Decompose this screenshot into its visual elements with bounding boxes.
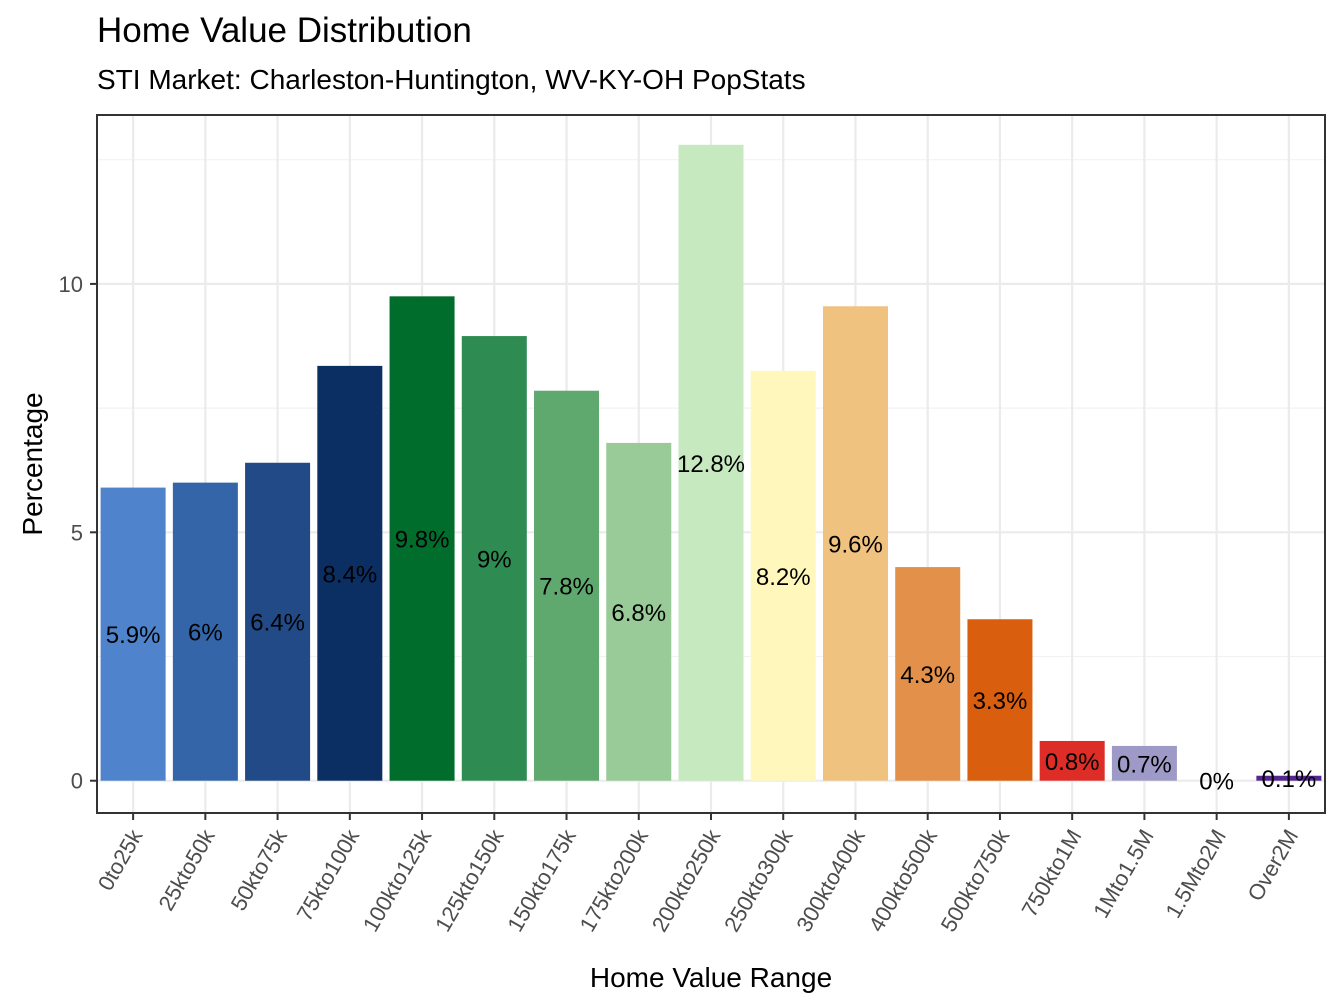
x-tick-label-1.5Mto2M: 1.5Mto2M <box>1160 825 1231 922</box>
bar-400kto500k <box>895 567 961 781</box>
x-tick-label-150kto175k: 150kto175k <box>502 824 581 936</box>
bar-label-750kto1M: 0.8% <box>1045 749 1100 776</box>
bar-label-400kto500k: 4.3% <box>900 662 955 689</box>
bar-Over2M <box>1256 775 1322 781</box>
y-axis-title: Percentage <box>17 392 48 535</box>
x-tick-label-500kto750k: 500kto750k <box>936 824 1015 936</box>
x-tick-label-1Mto1.5M: 1Mto1.5M <box>1088 825 1159 922</box>
bar-label-75kto100k: 8.4% <box>322 561 377 588</box>
bar-250kto300k <box>750 370 816 781</box>
bar-label-1.5Mto2M: 0% <box>1199 769 1234 796</box>
x-tick-label-250kto300k: 250kto300k <box>719 824 798 936</box>
bar-label-500kto750k: 3.3% <box>973 688 1028 715</box>
y-tick-label: 10 <box>59 272 83 297</box>
x-tick-label-50kto75k: 50kto75k <box>226 824 293 915</box>
x-tick-label-Over2M: Over2M <box>1242 825 1303 905</box>
bar-label-1Mto1.5M: 0.7% <box>1117 751 1172 778</box>
bar-label-300kto400k: 9.6% <box>828 531 883 558</box>
bar-750kto1M <box>1039 740 1105 781</box>
bar-label-175kto200k: 6.8% <box>611 600 666 627</box>
bar-label-Over2M: 0.1% <box>1262 766 1317 793</box>
x-tick-label-0to25k: 0to25k <box>93 824 148 895</box>
x-tick-label-300kto400k: 300kto400k <box>791 824 870 936</box>
y-tick-label: 5 <box>71 520 83 545</box>
bar-label-50kto75k: 6.4% <box>250 610 305 637</box>
bar-label-0to25k: 5.9% <box>106 622 161 649</box>
bar-label-100kto125k: 9.8% <box>395 527 450 554</box>
bar-label-layer: 5.9% 6% 6.4% 8.4% 9.8% 9% 7.8% 6.8% 12.8% 8.2% 9.6… <box>106 451 1316 796</box>
y-tick-label: 0 <box>71 769 83 794</box>
x-tick-label-125kto150k: 125kto150k <box>430 824 509 936</box>
x-tick-label-25kto50k: 25kto50k <box>153 824 220 915</box>
bar-200kto250k <box>678 144 744 781</box>
x-tick-label-100kto125k: 100kto125k <box>358 824 437 936</box>
bar-0to25k <box>100 487 166 781</box>
x-tick-label-175kto200k: 175kto200k <box>575 824 654 936</box>
bar-label-25kto50k: 6% <box>188 620 223 647</box>
bar-300kto400k <box>822 306 888 781</box>
bar-label-250kto300k: 8.2% <box>756 564 811 591</box>
x-tick-label-200kto250k: 200kto250k <box>647 824 726 936</box>
bar-75kto100k <box>317 365 383 781</box>
chart-title: Home Value Distribution <box>97 11 472 50</box>
bar-25kto50k <box>172 482 238 781</box>
bar-50kto75k <box>245 462 311 781</box>
bar-label-200kto250k: 12.8% <box>677 451 745 478</box>
bar-layer <box>100 144 1322 781</box>
bar-500kto750k <box>967 619 1033 781</box>
x-tick-label-75kto100k: 75kto100k <box>292 824 365 925</box>
bar-1Mto1.5M <box>1111 745 1177 781</box>
chart-subtitle: STI Market: Charleston-Huntington, WV-KY… <box>97 64 806 95</box>
x-tick-label-400kto500k: 400kto500k <box>864 824 943 936</box>
bar-150kto175k <box>534 390 600 781</box>
bar-label-150kto175k: 7.8% <box>539 574 594 601</box>
x-axis-title: Home Value Range <box>590 962 832 993</box>
bar-100kto125k <box>389 296 455 781</box>
x-tick-label-750kto1M: 750kto1M <box>1017 825 1087 921</box>
bar-175kto200k <box>606 442 672 781</box>
bar-125kto150k <box>461 336 527 781</box>
bar-label-125kto150k: 9% <box>477 546 512 573</box>
